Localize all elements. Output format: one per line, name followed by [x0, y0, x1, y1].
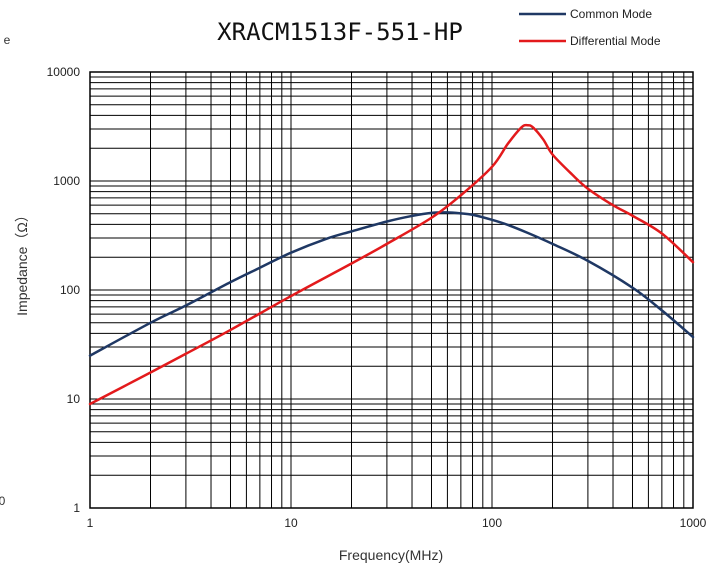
- series-line-differential-mode: [88, 123, 695, 406]
- y-tick-label: 1: [73, 501, 80, 515]
- plot-frame: [89, 71, 694, 509]
- legend: Common Mode Differential Mode: [519, 7, 661, 48]
- x-tick-label: 1000: [680, 516, 707, 530]
- x-tick-labels: 1 10 100 1000: [87, 516, 707, 530]
- x-tick-label: 1: [87, 516, 94, 530]
- y-tick-label: 10000: [47, 65, 81, 79]
- ylabel-fragment: e: [4, 33, 11, 47]
- xtick-fragment: 0: [0, 494, 6, 508]
- y-tick-label: 100: [60, 283, 80, 297]
- legend-label-differential-mode: Differential Mode: [570, 34, 661, 48]
- chart-title: XRACM1513F-551-HP: [217, 18, 463, 46]
- x-axis-label: Frequency(MHz): [339, 547, 443, 563]
- x-tick-label: 100: [482, 516, 502, 530]
- y-axis-label: Impedance（Ω）: [14, 208, 30, 316]
- legend-label-common-mode: Common Mode: [570, 7, 652, 21]
- series-line-common-mode: [88, 211, 695, 357]
- y-tick-labels: 10000 1000 100 10 1: [47, 65, 81, 515]
- y-tick-label: 1000: [53, 174, 80, 188]
- x-tick-label: 10: [284, 516, 298, 530]
- y-tick-label: 10: [67, 392, 81, 406]
- grid-lines: [89, 71, 694, 509]
- series-lines: [88, 123, 695, 406]
